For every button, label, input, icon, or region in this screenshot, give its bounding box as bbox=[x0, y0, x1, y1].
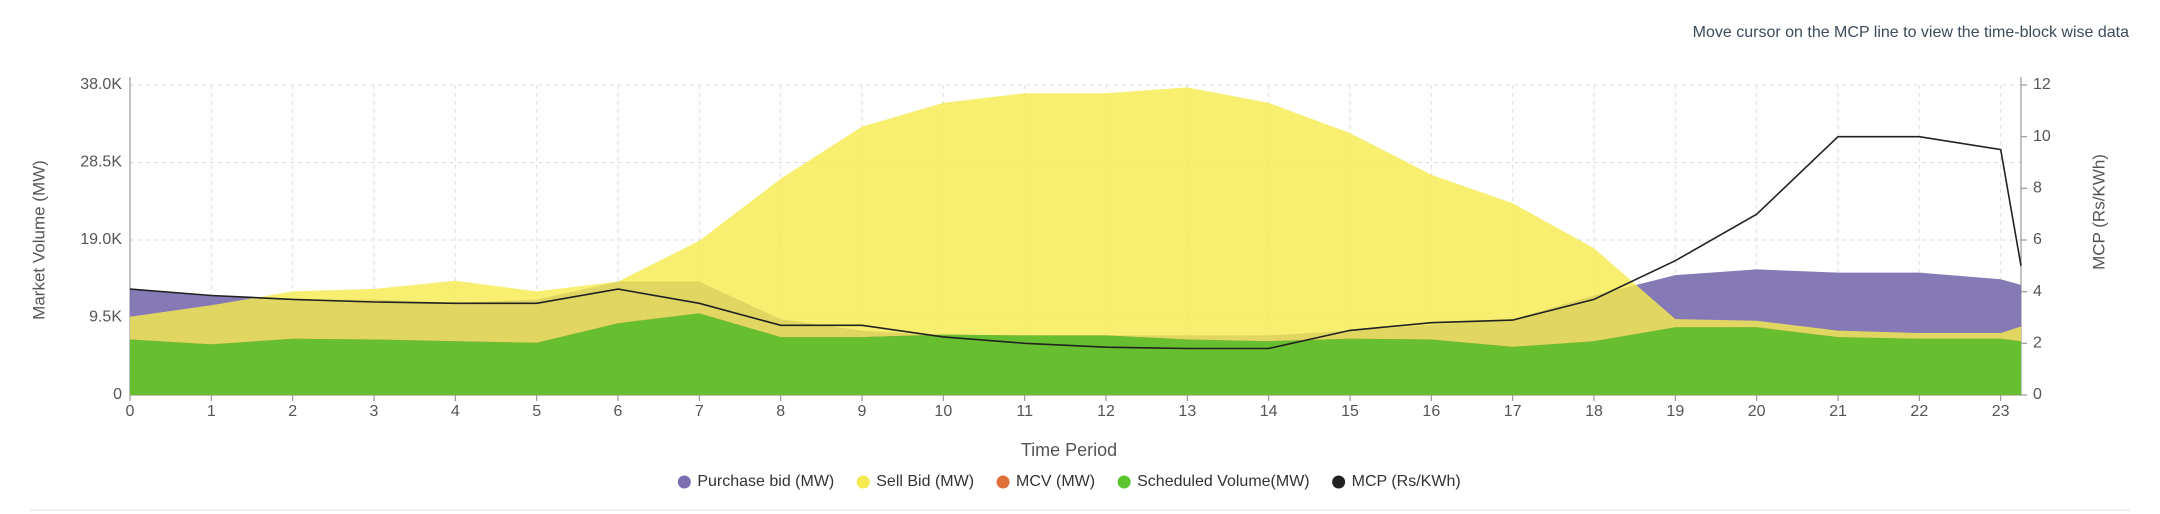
y2-tick-label: 2 bbox=[2033, 335, 2042, 352]
legend-label: Purchase bid (MW) bbox=[697, 473, 834, 490]
y2-tick-label: 6 bbox=[2033, 231, 2042, 248]
x-tick-label: 23 bbox=[1992, 403, 2010, 420]
x-tick-label: 18 bbox=[1585, 403, 1603, 420]
legend-label: MCP (Rs/KWh) bbox=[1352, 473, 1461, 490]
hint-note: Move cursor on the MCP line to view the … bbox=[1693, 24, 2129, 41]
y-tick-label: 0 bbox=[113, 386, 122, 403]
x-tick-label: 21 bbox=[1829, 403, 1847, 420]
x-axis-label: Time Period bbox=[1021, 440, 1117, 460]
x-tick-label: 2 bbox=[288, 403, 297, 420]
legend-swatch bbox=[856, 475, 870, 489]
x-tick-label: 16 bbox=[1422, 403, 1440, 420]
x-tick-label: 5 bbox=[532, 403, 541, 420]
mcp-line bbox=[129, 135, 2022, 350]
y2-tick-label: 10 bbox=[2033, 128, 2051, 145]
x-tick-label: 12 bbox=[1097, 403, 1115, 420]
x-tick-label: 3 bbox=[370, 403, 379, 420]
legend-label: Sell Bid (MW) bbox=[876, 473, 974, 490]
y-tick-label: 38.0K bbox=[80, 76, 122, 93]
x-tick-label: 0 bbox=[126, 403, 135, 420]
x-tick-label: 10 bbox=[934, 403, 952, 420]
legend-swatch bbox=[1332, 475, 1346, 489]
x-tick-label: 4 bbox=[451, 403, 460, 420]
x-tick-label: 14 bbox=[1260, 403, 1278, 420]
legend-swatch bbox=[677, 475, 691, 489]
y2-tick-label: 4 bbox=[2033, 283, 2042, 300]
y2-axis-label: MCP (Rs/KWh) bbox=[2089, 154, 2108, 270]
y2-tick-label: 12 bbox=[2033, 76, 2051, 93]
x-tick-label: 13 bbox=[1178, 403, 1196, 420]
legend-swatch bbox=[1117, 475, 1131, 489]
x-tick-label: 1 bbox=[207, 403, 216, 420]
y-tick-label: 19.0K bbox=[80, 231, 122, 248]
y2-tick-label: 8 bbox=[2033, 180, 2042, 197]
x-tick-label: 17 bbox=[1504, 403, 1522, 420]
x-tick-label: 7 bbox=[695, 403, 704, 420]
x-tick-label: 8 bbox=[776, 403, 785, 420]
legend-swatch bbox=[996, 475, 1010, 489]
legend: Purchase bid (MW) Sell Bid (MW) MCV (MW) Sc… bbox=[677, 473, 1461, 490]
y-axis-label: Market Volume (MW) bbox=[29, 160, 48, 320]
x-tick-label: 11 bbox=[1016, 403, 1033, 420]
y-tick-label: 9.5K bbox=[89, 309, 122, 326]
y2-tick-label: 0 bbox=[2033, 386, 2042, 403]
legend-label: MCV (MW) bbox=[1016, 473, 1095, 490]
volume-area bbox=[130, 313, 2021, 395]
volume-area bbox=[130, 87, 2021, 396]
x-tick-label: 22 bbox=[1910, 403, 1928, 420]
legend-label: Scheduled Volume(MW) bbox=[1137, 473, 1310, 490]
x-tick-label: 6 bbox=[614, 403, 623, 420]
x-tick-label: 9 bbox=[858, 403, 867, 420]
x-tick-label: 15 bbox=[1341, 403, 1359, 420]
x-tick-label: 20 bbox=[1748, 403, 1766, 420]
x-tick-label: 19 bbox=[1666, 403, 1684, 420]
y-tick-label: 28.5K bbox=[80, 154, 122, 171]
